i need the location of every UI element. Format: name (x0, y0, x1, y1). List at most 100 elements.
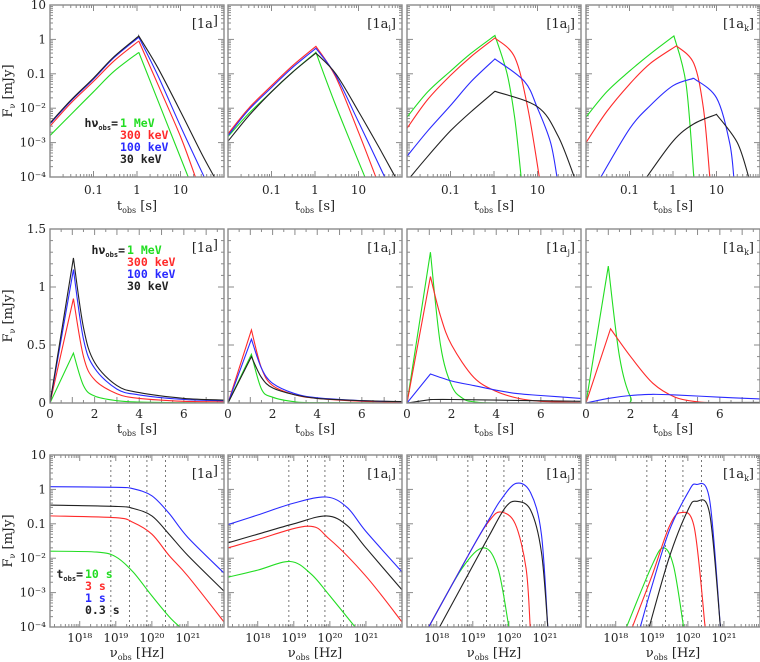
y-axis-label-symbol: F (1, 559, 16, 568)
x-axis-label-subscript: obs (475, 653, 489, 662)
panel-1-2: 0.1 1 10 tobs [s] [1ai] (227, 4, 403, 215)
x-tick-label: 2 (448, 407, 456, 421)
x-axis-label-subscript: obs (658, 429, 672, 438)
curves (407, 34, 575, 177)
series-line-100-keV (228, 47, 386, 177)
series-line-1-MeV (407, 252, 581, 403)
x-axis-label-unit: [Hz] (310, 646, 342, 661)
series-line-100-keV (228, 337, 402, 403)
y-tick-label: 10⁻⁴ (20, 170, 47, 184)
panel-label-close: ] (213, 238, 218, 253)
x-tick-label: 0.1 (84, 183, 103, 197)
panel-label: [1aj] (546, 241, 575, 257)
x-axis-label-unit: [s] (314, 199, 335, 214)
panel-3-4: 10¹⁸ 10¹⁹ 10²⁰ 10²¹ νobs [Hz] [1ak] (585, 454, 760, 662)
y-tick-label: 10⁻² (20, 551, 47, 565)
curves (586, 266, 760, 403)
series-line-30-keV (228, 355, 402, 403)
x-axis-label: tobs [s] (295, 199, 335, 215)
x-tick-label: 4 (135, 407, 143, 421)
x-axis-label: tobs [s] (295, 422, 335, 438)
series-line-1-s (50, 486, 224, 574)
x-axis-label: tobs [s] (474, 199, 514, 215)
legend: tobs= 10 s3 s1 s0.3 s (56, 567, 119, 617)
series-line-300-keV (407, 276, 581, 403)
curves (228, 496, 402, 627)
x-axis-label-unit: [Hz] (489, 646, 521, 661)
x-axis-label: tobs [s] (117, 199, 157, 215)
plot-frame (406, 454, 582, 628)
x-tick-label: 10²⁰ (675, 631, 700, 645)
plot-frame (49, 4, 225, 178)
panel-label-subscript: k (744, 24, 749, 33)
panel-label-main: [1a (546, 17, 567, 32)
curves (586, 35, 750, 177)
x-axis-label-subscript: obs (122, 429, 136, 438)
x-tick-label: 1 (490, 183, 498, 197)
legend-prefix: hνobs= (92, 243, 126, 259)
x-axis-label-symbol: ν (110, 646, 118, 661)
x-tick-label: 10¹⁹ (639, 631, 664, 645)
legend-subscript: obs (98, 124, 111, 132)
panel-label: [1a] (192, 464, 218, 482)
panel-label: [1ai] (367, 17, 396, 33)
x-tick-label: 10 (173, 183, 188, 197)
legend-entry: 1 s (85, 591, 106, 605)
y-tick-label: 10 (31, 448, 46, 462)
y-tick-label: 1.5 (27, 222, 46, 236)
series-line-1-s (228, 496, 402, 573)
legend-entry: 30 keV (120, 152, 162, 166)
legend-entry: 300 keV (127, 255, 176, 269)
panel-label-main: [1a (367, 17, 388, 32)
legend-symbol: t (56, 567, 63, 581)
y-tick-label: 0.5 (27, 338, 46, 352)
y-tick-label: 0.1 (27, 517, 46, 531)
x-axis-label-unit: [s] (493, 199, 514, 214)
x-axis-label: tobs [s] (653, 199, 693, 215)
series-line-100-keV (50, 36, 205, 177)
legend-subscript: obs (105, 251, 118, 259)
y-tick-label: 10⁻³ (20, 136, 47, 150)
panel-label-main: [1a (367, 467, 388, 482)
panel-label: [1ai] (367, 467, 396, 483)
plot-frame (585, 4, 760, 178)
x-tick-label: 10¹⁸ (424, 631, 449, 645)
panel-label-subscript: i (388, 474, 391, 483)
x-axis-label-symbol: t (474, 199, 480, 214)
x-axis-label-unit: [s] (672, 199, 693, 214)
x-tick-label: 6 (716, 407, 724, 421)
x-axis-label-symbol: t (653, 422, 659, 437)
series-line-0.3-s (648, 499, 721, 627)
legend-entry: 1 MeV (127, 243, 162, 257)
legend-entry: 10 s (85, 567, 113, 581)
x-axis-label-subscript: obs (122, 206, 136, 215)
y-axis-label: Fν [mJy] (1, 289, 17, 342)
x-tick-label: 4 (492, 407, 500, 421)
x-axis-label-unit: [Hz] (668, 646, 700, 661)
x-axis-label-symbol: t (295, 422, 301, 437)
panel-label-close: ] (391, 17, 396, 32)
x-tick-label: 10²¹ (175, 631, 200, 645)
y-axis-label-subscript: ν (8, 104, 17, 109)
panel-label-main: [1a (723, 241, 744, 256)
panel-label: [1a] (192, 238, 218, 256)
x-axis-label-subscript: obs (654, 653, 668, 662)
y-tick-label: 10⁻⁴ (20, 620, 47, 634)
x-tick-label: 2 (269, 407, 277, 421)
legend-symbol: hν (92, 243, 106, 257)
series-line-30-keV (646, 113, 750, 177)
series-line-10-s (428, 547, 510, 627)
panel-label-main: [1a (192, 241, 213, 256)
panel-1-4: 0.1 1 10 tobs [s] [1ak] (585, 4, 760, 215)
series-line-30-keV (50, 257, 224, 403)
x-tick-label: 1 (133, 183, 141, 197)
x-tick-label: 10¹⁸ (67, 631, 92, 645)
x-axis-label: νobs [Hz] (110, 646, 164, 662)
x-tick-label: 1 (311, 183, 319, 197)
series-line-0.3-s (50, 504, 224, 592)
series-line-3-s (50, 515, 224, 623)
y-axis-label-symbol: F (1, 334, 16, 343)
x-axis-label: νobs [Hz] (646, 646, 700, 662)
panel-label-main: [1a (546, 467, 567, 482)
